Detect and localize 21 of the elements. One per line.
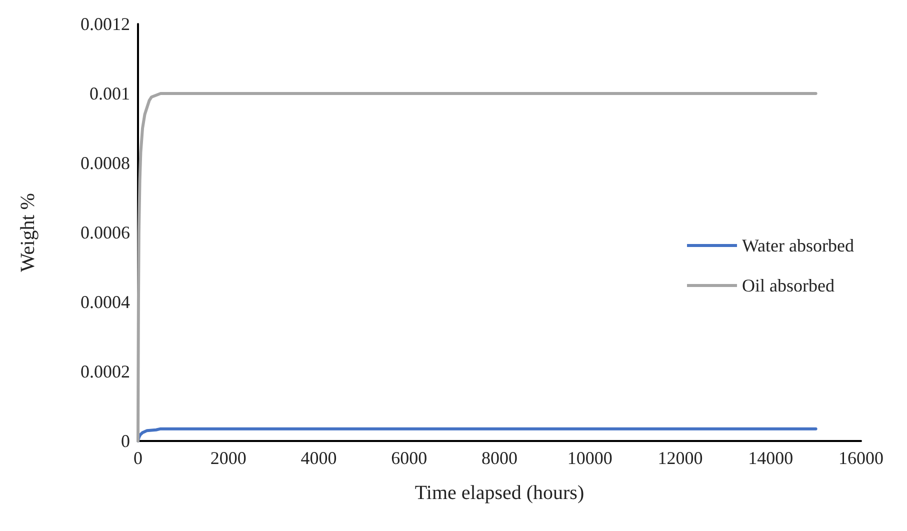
x-tick-label: 12000 xyxy=(658,448,703,468)
x-tick-label: 6000 xyxy=(391,448,428,468)
x-tick-label: 4000 xyxy=(300,448,337,468)
x-tick-label: 2000 xyxy=(210,448,246,468)
x-tick-label: 14000 xyxy=(748,448,794,468)
y-tick-label: 0.0006 xyxy=(80,222,130,242)
x-tick-label: 16000 xyxy=(838,448,884,468)
y-tick-label: 0.001 xyxy=(90,84,130,104)
x-tick-label: 8000 xyxy=(482,448,518,468)
legend-label: Water absorbed xyxy=(742,236,854,256)
y-tick-label: 0.0004 xyxy=(80,292,130,312)
y-tick-label: 0 xyxy=(121,431,130,451)
x-axis-title: Time elapsed (hours) xyxy=(414,482,584,504)
y-axis-title: Weight % xyxy=(17,193,39,272)
y-tick-label: 0.0012 xyxy=(80,14,130,34)
x-tick-label: 0 xyxy=(134,448,142,468)
y-tick-label: 0.0002 xyxy=(80,362,130,382)
line-series xyxy=(136,427,818,442)
x-tick-label: 10000 xyxy=(567,448,612,468)
legend-label: Oil absorbed xyxy=(742,276,834,296)
y-tick-label: 0.0008 xyxy=(80,153,130,173)
